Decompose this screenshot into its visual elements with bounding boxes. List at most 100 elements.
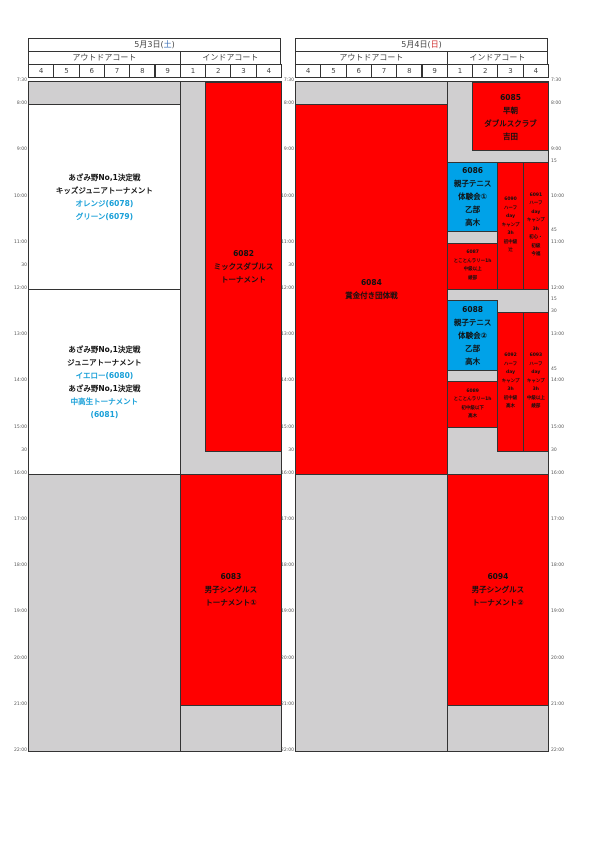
time-label: 18:00 (14, 563, 27, 569)
court-column-header: 1 (179, 64, 207, 78)
time-label: 22:00 (14, 747, 27, 753)
time-label: 17:00 (551, 516, 564, 522)
day-date: 5月3日( (134, 40, 164, 49)
court-column-header: 6 (345, 64, 372, 78)
time-label: 15:00 (551, 424, 564, 430)
time-label: 21:00 (281, 701, 294, 707)
court-column-header: 4 (28, 64, 55, 78)
court-column-header: 5 (320, 64, 347, 78)
event-text-line: 親子テニス (453, 179, 492, 189)
time-label: 17:00 (281, 516, 294, 522)
event-text-line: とことんラリー1h (453, 397, 492, 403)
time-label: 12:00 (551, 285, 564, 291)
time-label: 12:00 (281, 285, 294, 291)
time-label: 9:00 (551, 147, 562, 153)
event-text-line: キッズジュニアトーナメント (55, 185, 153, 195)
closed-block (28, 81, 181, 106)
time-label: 16:00 (551, 470, 564, 476)
event-block[interactable]: 6091 ハーフ day キャンプ 3h 初心・ 初級 今福 (522, 161, 549, 290)
event-block[interactable]: 6092 ハーフ day キャンプ 3h 初中級 高木 (497, 312, 524, 452)
outdoor-court-header: アウトドアコート (28, 51, 181, 65)
event-text-line: 男子シングルス (471, 585, 525, 595)
event-text-line: 6088 (462, 305, 484, 315)
event-text-line: 6084 (360, 278, 382, 288)
closed-block (295, 473, 448, 752)
event-block[interactable]: 6087 とことんラリー1h 中級以上 綾部 (446, 242, 499, 290)
tournament-block[interactable]: あざみ野No,1決定戦 ジュニアトーナメント イエロー(6080) あざみ野No,1… (28, 288, 181, 475)
court-column-header: 9 (421, 64, 448, 78)
time-label: 8:00 (283, 101, 294, 107)
event-text-line: 男子シングルス (204, 585, 258, 595)
day-weekday: 土 (163, 40, 172, 49)
time-label: 8:00 (16, 101, 27, 107)
time-label: 13:00 (551, 332, 564, 338)
time-label: 30 (288, 447, 294, 453)
event-text-line: 6085 (500, 92, 521, 102)
event-text-line: day (506, 370, 516, 376)
day-date: 5月4日( (401, 40, 431, 49)
event-text-line: 3h (507, 387, 514, 393)
event-text-line: 6094 (487, 572, 509, 582)
event-text-line: (6081) (90, 409, 119, 419)
court-column-header: 6 (78, 64, 105, 78)
event-text-line: ジュニアトーナメント (67, 357, 142, 367)
event-block[interactable]: 6084 賞金付き団体戦 (295, 104, 448, 475)
event-text-line: ハーフ (529, 361, 543, 367)
event-text-line: あざみ野No,1決定戦 (68, 172, 141, 182)
event-text-line: 高木 (506, 404, 516, 410)
event-text-line: 6090 (504, 197, 517, 203)
time-label: 7:30 (283, 78, 294, 83)
event-block[interactable]: 6085 早朝 ダブルスクラブ 吉田 (472, 81, 549, 152)
event-text-line: 3h (507, 231, 514, 237)
event-text-line: とことんラリー1h (453, 258, 492, 264)
event-text-line: グリーン(6079) (75, 211, 134, 221)
event-text-line: トーナメント (221, 275, 267, 285)
event-text-line: キャンプ (526, 218, 545, 224)
event-text-line: 中級以上 (526, 395, 545, 401)
event-block[interactable]: 6090 ハーフ day キャンプ 3h 初中級 辻 (497, 161, 524, 290)
event-text-line: あざみ野No,1決定戦 (68, 383, 141, 393)
event-text-line: 吉田 (503, 131, 519, 141)
court-column-header: 2 (472, 64, 499, 78)
time-label: 21:00 (551, 701, 564, 707)
event-text-line: 体験会① (458, 192, 488, 202)
event-text-line: 初中級 (503, 239, 518, 245)
time-label: 15 (551, 158, 557, 164)
day-date-close: ) (171, 40, 175, 49)
outdoor-court-header: アウトドアコート (295, 51, 448, 65)
event-text-line: 高木 (465, 357, 481, 367)
time-label: 20:00 (281, 655, 294, 661)
time-label: 15:00 (14, 424, 27, 430)
time-label: 10:00 (551, 193, 564, 199)
day-date-close: ) (438, 40, 442, 49)
time-label: 7:30 (551, 78, 562, 83)
event-text-line: 乙部 (465, 205, 481, 215)
event-text-line: 6082 (233, 249, 254, 259)
event-block[interactable]: 6082 ミックスダブルス トーナメント (205, 81, 282, 452)
time-label: 11:00 (281, 239, 294, 245)
event-block[interactable]: 6094 男子シングルス トーナメント② (446, 473, 549, 706)
event-text-line: 3h (532, 226, 539, 232)
court-column-header: 8 (396, 64, 423, 78)
event-text-line: トーナメント② (472, 598, 524, 608)
event-text-line: ダブルスクラブ (484, 118, 537, 128)
event-text-line: 3h (532, 387, 539, 393)
event-block[interactable]: 6086 親子テニス体験会① 乙部高木 (446, 161, 499, 233)
tournament-block[interactable]: あざみ野No,1決定戦 キッズジュニアトーナメント オレンジ(6078) グリーン(6… (28, 104, 181, 290)
time-label: 9:00 (16, 147, 27, 153)
event-block[interactable]: 6089 とことんラリー1h 初中級以下 高木 (446, 381, 499, 429)
indoor-court-header: インドアコート (446, 51, 548, 65)
event-text-line: 高木 (465, 218, 481, 228)
court-column-header: 4 (522, 64, 549, 78)
event-text-line: 6086 (462, 166, 484, 176)
time-label: 22:00 (551, 747, 564, 753)
event-block[interactable]: 6083 男子シングルス トーナメント① (179, 473, 282, 706)
time-label: 19:00 (551, 609, 564, 615)
time-label: 30 (288, 262, 294, 268)
event-block[interactable]: 6093 ハーフ day キャンプ 3h 中級以上 綾部 (522, 312, 549, 452)
time-label: 14:00 (281, 378, 294, 384)
event-text-line: 6093 (529, 353, 543, 359)
time-label: 21:00 (14, 701, 27, 707)
time-label: 45 (551, 366, 557, 372)
event-block[interactable]: 6088 親子テニス 体験会② 乙部 高木 (446, 300, 499, 371)
